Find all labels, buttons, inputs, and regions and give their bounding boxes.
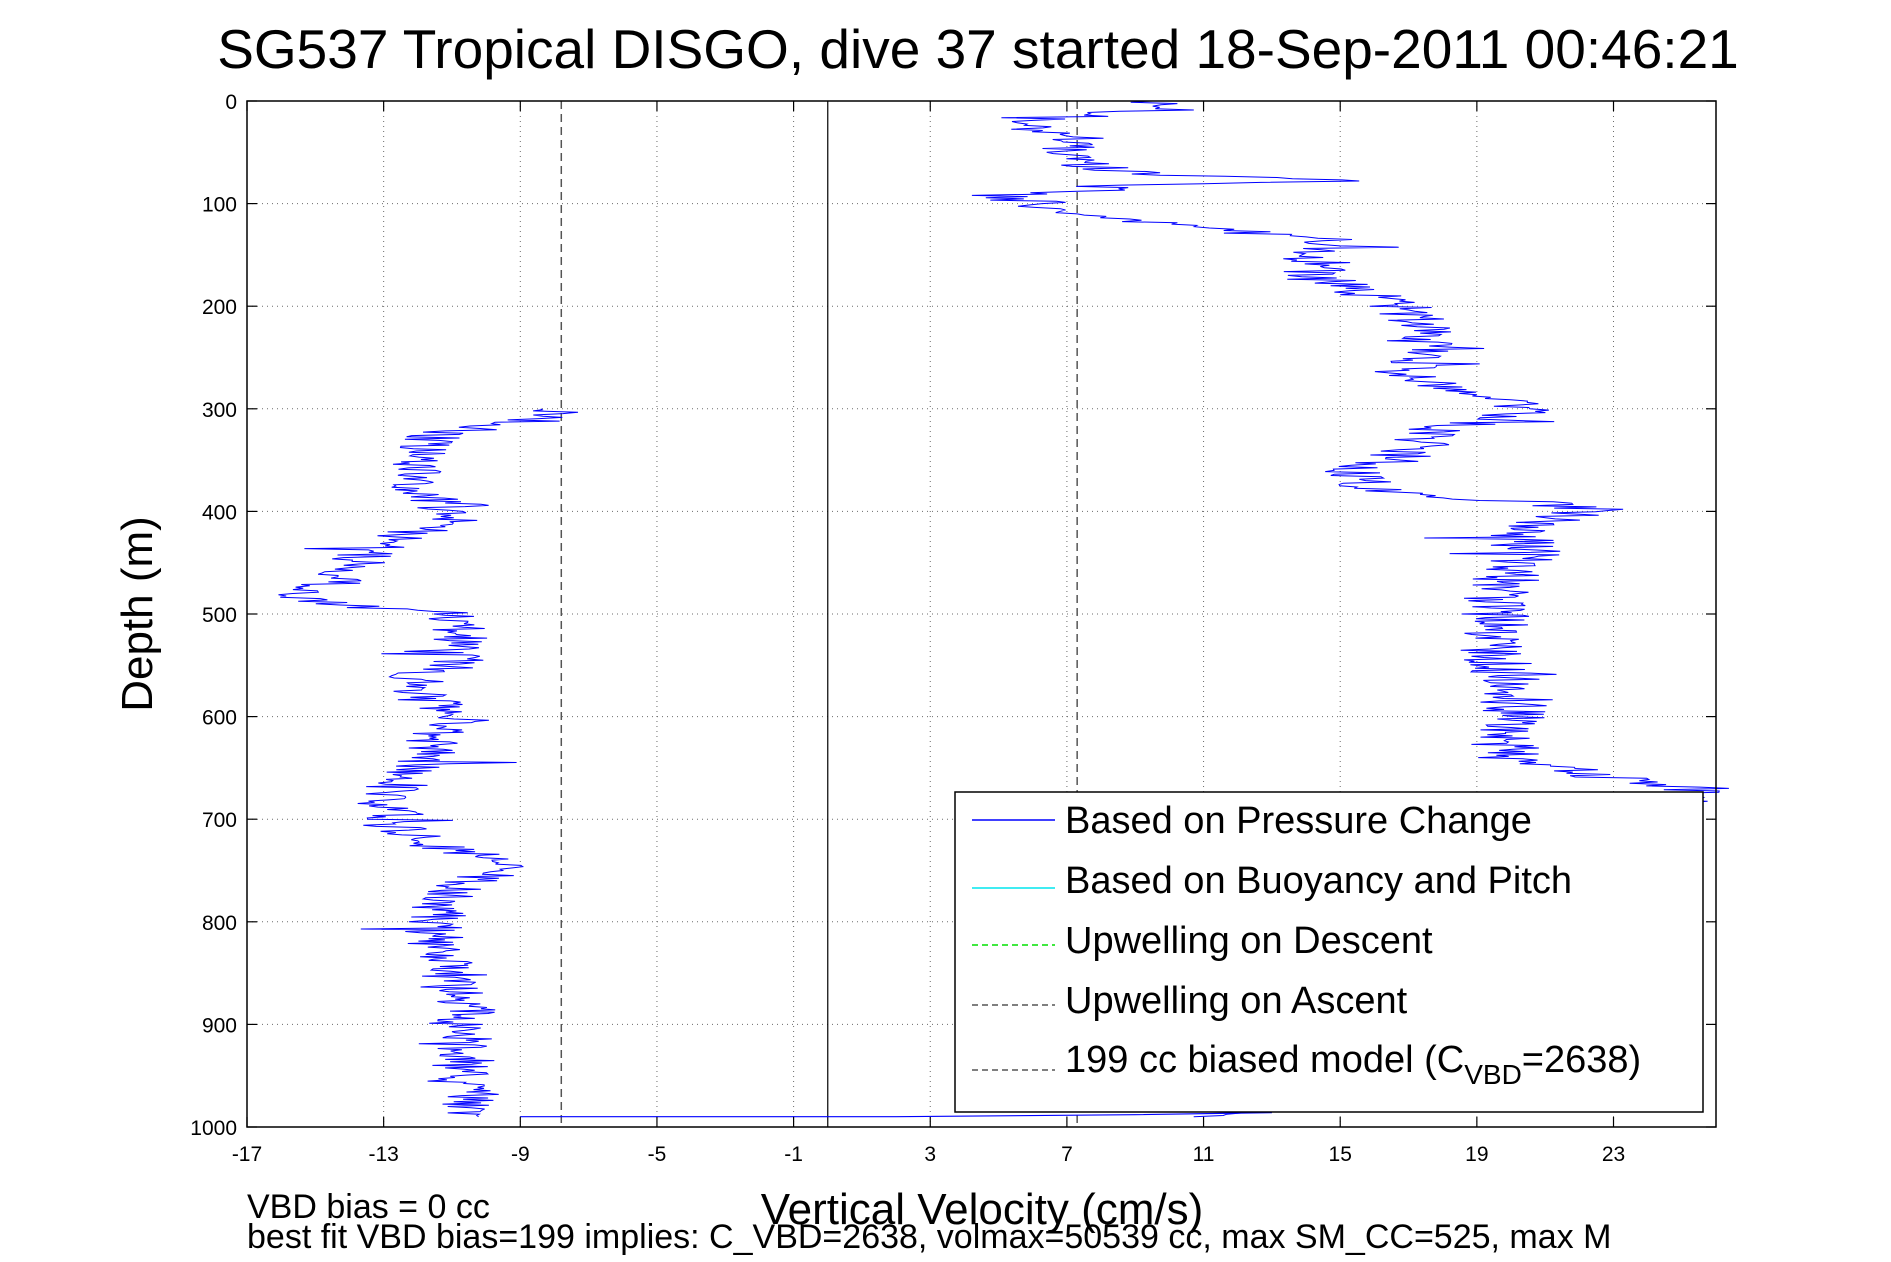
tick-labels: -17 -13 -9 -5 -1 3 7 11 15 19 23010020030040050060… (190, 91, 1625, 1166)
y-tick-label: 900 (202, 1014, 237, 1037)
y-axis-label: Depth (m) (113, 516, 162, 712)
legend-label-ascent: Upwelling on Ascent (1065, 980, 1408, 1022)
legend: Based on Pressure Change Based on Buoyan… (954, 791, 1704, 1113)
y-tick-label: 200 (202, 296, 237, 319)
y-tick-label: 1000 (190, 1117, 237, 1140)
x-tick-label: 23 (1602, 1143, 1625, 1166)
ticks (246, 100, 1716, 1128)
x-tick-label: -17 (232, 1143, 262, 1166)
pressure-bottom-turn-trace (520, 1112, 1272, 1118)
legend-label-pressure: Based on Pressure Change (1065, 800, 1532, 842)
x-tick-label: -5 (648, 1143, 667, 1166)
y-tick-label: 500 (202, 604, 237, 627)
y-tick-label: 600 (202, 707, 237, 730)
x-tick-label: 15 (1329, 1143, 1352, 1166)
y-tick-label: 700 (202, 809, 237, 832)
x-tick-label: 19 (1465, 1143, 1488, 1166)
x-tick-label: -9 (511, 1143, 530, 1166)
footer-best-fit: best fit VBD bias=199 implies: C_VBD=263… (247, 1218, 1611, 1256)
legend-label-biased: 199 cc biased model (CVBD=2638) (1065, 1039, 1641, 1090)
footer-vbd-bias: VBD bias = 0 cc (247, 1188, 490, 1226)
x-tick-label: 11 (1193, 1143, 1215, 1166)
pressure-descent-trace (278, 408, 579, 1118)
y-tick-label: 0 (225, 91, 237, 114)
x-tick-label: -13 (368, 1143, 398, 1166)
y-tick-label: 100 (202, 194, 237, 217)
x-tick-label: -1 (784, 1143, 803, 1166)
y-tick-label: 400 (202, 501, 237, 524)
legend-label-buoyancy: Based on Buoyancy and Pitch (1065, 860, 1572, 902)
y-tick-label: 300 (202, 399, 237, 422)
legend-label-descent: Upwelling on Descent (1065, 920, 1433, 962)
y-tick-label: 800 (202, 912, 237, 935)
legend-label-biased-subscript: VBD (1464, 1059, 1522, 1090)
x-tick-label: 7 (1061, 1143, 1073, 1166)
legend-box (954, 791, 1704, 1113)
x-axis-label: Vertical Velocity (cm/s) (761, 1185, 1204, 1234)
chart-title: SG537 Tropical DISGO, dive 37 started 18… (217, 18, 1739, 80)
x-tick-label: 3 (924, 1143, 936, 1166)
